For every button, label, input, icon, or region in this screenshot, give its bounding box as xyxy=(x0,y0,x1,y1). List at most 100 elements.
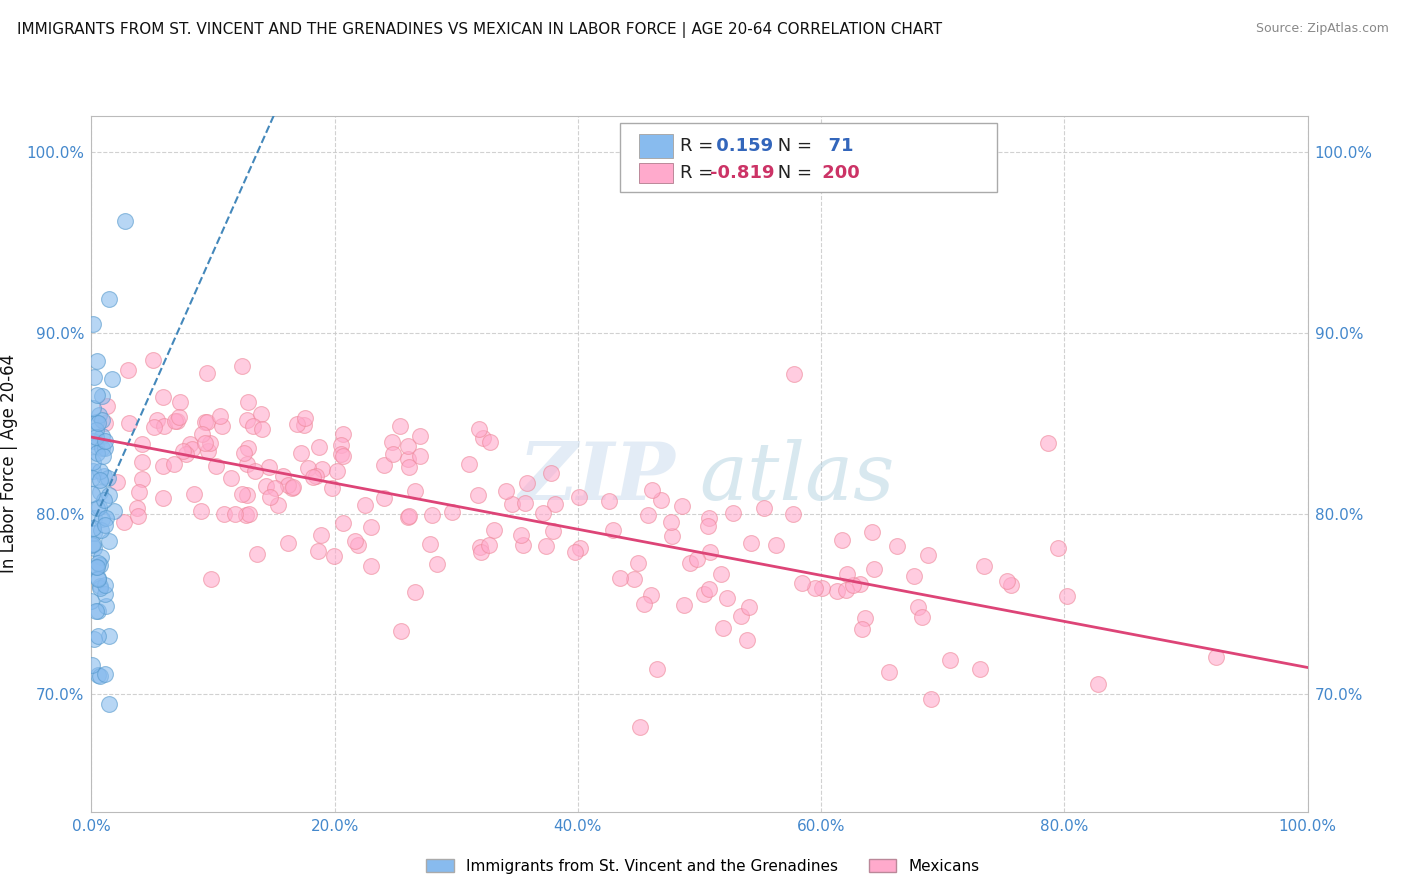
Point xyxy=(86,500,108,515)
Point xyxy=(389,624,412,639)
Point xyxy=(835,582,858,597)
Point xyxy=(212,507,235,521)
Point xyxy=(277,477,299,491)
Point xyxy=(91,449,114,463)
Point xyxy=(693,587,716,601)
Point xyxy=(568,541,591,555)
Point xyxy=(661,529,683,543)
Point xyxy=(84,604,107,618)
Point xyxy=(190,427,212,442)
Point xyxy=(782,507,804,521)
Point xyxy=(308,441,330,455)
Point xyxy=(142,419,165,434)
Point xyxy=(699,582,721,596)
Point xyxy=(907,599,929,614)
Point xyxy=(89,408,111,422)
Point xyxy=(89,473,111,487)
Point xyxy=(94,518,117,533)
Point xyxy=(697,511,720,525)
Point xyxy=(195,366,218,380)
Point xyxy=(87,572,110,586)
Point xyxy=(1056,589,1078,603)
Point xyxy=(650,492,672,507)
Point xyxy=(89,558,111,572)
Point xyxy=(1087,677,1109,691)
Point xyxy=(83,525,105,540)
Text: Source: ZipAtlas.com: Source: ZipAtlas.com xyxy=(1256,22,1389,36)
Point xyxy=(87,500,110,514)
Point xyxy=(495,484,517,499)
Point xyxy=(628,720,651,734)
Point xyxy=(825,584,848,599)
Point xyxy=(920,691,942,706)
Text: ZIP: ZIP xyxy=(519,439,675,516)
Point xyxy=(86,387,108,401)
Point xyxy=(90,428,112,442)
Point xyxy=(82,434,104,448)
Point xyxy=(396,510,419,524)
Y-axis label: In Labor Force | Age 20-64: In Labor Force | Age 20-64 xyxy=(0,354,18,574)
Point xyxy=(633,597,655,611)
Point xyxy=(131,472,153,486)
Point xyxy=(325,464,347,478)
Point xyxy=(200,572,222,586)
Point xyxy=(396,439,419,453)
Point xyxy=(97,471,120,485)
Text: N =: N = xyxy=(772,164,818,182)
Point xyxy=(97,629,120,643)
Point xyxy=(509,527,531,541)
Point xyxy=(103,503,125,517)
Point xyxy=(323,549,346,563)
Point xyxy=(531,506,554,520)
Text: R =: R = xyxy=(681,136,718,155)
Point xyxy=(86,560,108,574)
Point xyxy=(172,444,194,458)
Point xyxy=(730,609,752,624)
Point xyxy=(267,499,290,513)
Point xyxy=(404,585,426,599)
Text: 71: 71 xyxy=(817,136,853,155)
Text: N =: N = xyxy=(772,136,818,155)
Point xyxy=(264,481,287,495)
Point xyxy=(114,214,136,228)
Point xyxy=(645,662,668,676)
Point xyxy=(86,353,108,368)
Point xyxy=(80,487,103,501)
Point xyxy=(501,497,523,511)
Point xyxy=(277,536,299,550)
Point xyxy=(641,483,664,498)
Point xyxy=(235,413,257,427)
Point xyxy=(82,455,104,469)
Point xyxy=(292,418,315,433)
Point xyxy=(169,394,191,409)
Point xyxy=(382,447,405,461)
Point xyxy=(343,534,366,549)
Point xyxy=(842,578,865,592)
Point xyxy=(738,599,761,614)
Point xyxy=(911,609,934,624)
Point xyxy=(598,494,620,508)
Point xyxy=(512,538,534,552)
Point xyxy=(87,668,110,682)
Point xyxy=(783,368,806,382)
Point xyxy=(94,667,117,681)
Point xyxy=(1047,541,1070,555)
Point xyxy=(84,423,107,437)
Text: 0.159: 0.159 xyxy=(710,136,773,155)
Point xyxy=(686,551,709,566)
Point xyxy=(679,556,702,570)
Point xyxy=(152,458,174,473)
Point xyxy=(231,359,253,374)
Point xyxy=(86,439,108,453)
Point xyxy=(860,524,883,539)
Point xyxy=(193,436,215,450)
Point xyxy=(420,508,443,523)
Point xyxy=(80,658,103,673)
Point xyxy=(855,611,877,625)
Point xyxy=(80,470,103,484)
Point xyxy=(409,429,432,443)
Point xyxy=(118,416,141,430)
Point xyxy=(468,422,491,436)
Point xyxy=(195,415,218,429)
Point xyxy=(163,414,186,428)
